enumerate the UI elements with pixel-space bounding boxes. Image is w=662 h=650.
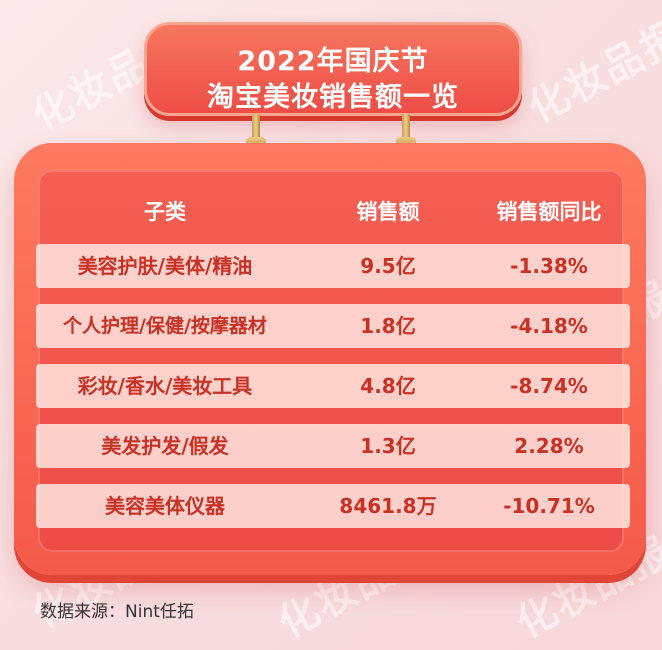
row-yoy: -4.18% (510, 314, 588, 338)
column-header-subcategory: 子类 (144, 200, 186, 224)
row-sales: 8461.8万 (339, 494, 437, 518)
row-sales: 1.8亿 (360, 314, 416, 338)
table-row (36, 304, 630, 348)
row-yoy: 2.28% (514, 434, 584, 458)
row-subcategory: 美容护肤/美体/精油 (77, 254, 253, 278)
row-sales: 9.5亿 (360, 254, 416, 278)
row-subcategory: 个人护理/保健/按摩器材 (63, 315, 267, 337)
row-yoy: -8.74% (510, 374, 588, 398)
column-header-sales: 销售额 (356, 200, 420, 224)
row-sales: 1.3亿 (360, 434, 416, 458)
sign-post-right (402, 114, 410, 148)
table-row (36, 424, 630, 468)
sign-post-left (252, 114, 260, 148)
table-row (36, 484, 630, 528)
row-yoy: -10.71% (503, 494, 595, 518)
title-sign: 2022年国庆节 淘宝美妆销售额一览 (144, 22, 522, 116)
row-subcategory: 美发护发/假发 (101, 434, 229, 458)
table-row (36, 364, 630, 408)
watermark: 化妆品报 (520, 12, 662, 133)
column-header-yoy: 销售额同比 (496, 200, 602, 224)
data-source-note: 数据来源：Nint任拓 (40, 602, 194, 622)
title-line-1: 2022年国庆节 (237, 46, 429, 77)
title-line-2: 淘宝美妆销售额一览 (207, 82, 459, 113)
row-sales: 4.8亿 (360, 374, 416, 398)
row-subcategory: 美容美体仪器 (105, 494, 225, 518)
row-yoy: -1.38% (510, 254, 588, 278)
table-row (36, 244, 630, 288)
row-subcategory: 彩妆/香水/美妆工具 (77, 374, 253, 398)
